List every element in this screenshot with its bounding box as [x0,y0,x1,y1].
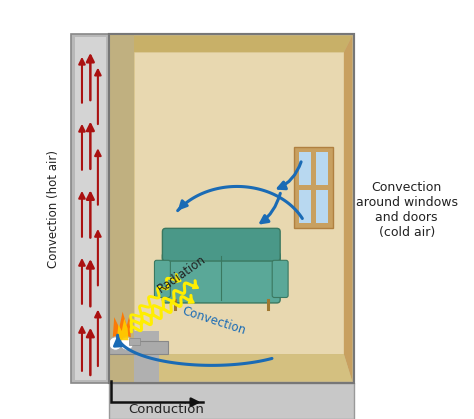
Polygon shape [344,36,352,381]
FancyBboxPatch shape [163,228,280,261]
Bar [316,190,328,223]
Text: Radiation: Radiation [155,253,209,296]
Bar [72,34,109,383]
FancyBboxPatch shape [163,252,280,303]
Bar [75,37,106,380]
Polygon shape [111,36,134,381]
Bar [109,331,159,383]
Text: Conduction: Conduction [128,403,204,416]
Polygon shape [117,318,128,340]
Polygon shape [112,312,131,340]
Bar [109,34,355,383]
Bar [299,190,311,223]
Polygon shape [111,36,352,52]
Circle shape [120,337,134,350]
Polygon shape [111,354,352,381]
Bar [109,341,168,354]
FancyBboxPatch shape [155,260,170,297]
Text: Convection (hot air): Convection (hot air) [47,150,60,269]
Bar [109,34,355,383]
Bar [293,147,333,228]
Bar [299,152,311,185]
FancyBboxPatch shape [272,260,288,297]
Bar [109,383,355,419]
Bar [109,34,134,383]
Circle shape [109,337,122,350]
Bar [129,338,140,345]
Bar [316,152,328,185]
Polygon shape [134,52,344,354]
Text: Convection
around windows
and doors
(cold air): Convection around windows and doors (col… [356,181,458,238]
Text: Convection: Convection [181,304,247,337]
